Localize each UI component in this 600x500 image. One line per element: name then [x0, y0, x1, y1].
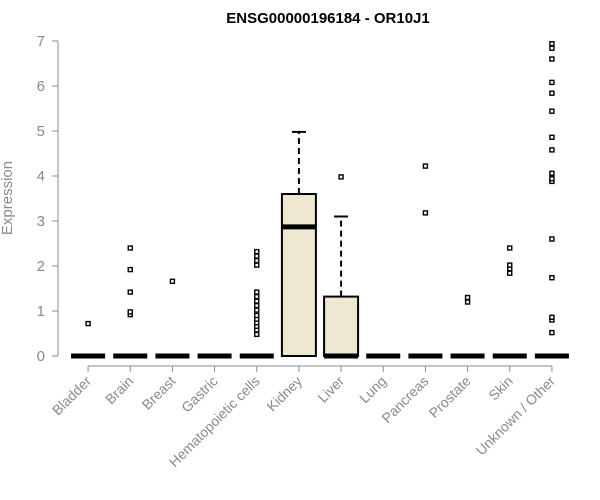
x-tick-label-brain: Brain [102, 373, 136, 407]
outlier-point [422, 163, 429, 169]
outlier-point [254, 331, 260, 338]
box-bladder [71, 320, 106, 359]
box-prostate [450, 294, 485, 359]
outlier-point [254, 312, 260, 319]
outlier-point [127, 289, 133, 295]
outlier-point [507, 245, 513, 251]
outlier-point [549, 314, 555, 320]
x-tick-label-kidney: Kidney [263, 373, 305, 415]
x-tick-label-skin: Skin [485, 373, 516, 404]
outlier-point [464, 294, 471, 301]
outlier-point [507, 270, 513, 276]
y-tick-label: 5 [37, 123, 45, 140]
outlier-point [549, 275, 555, 281]
outlier-point [254, 293, 260, 300]
outlier-point [549, 175, 555, 182]
plot-area [71, 41, 569, 359]
outlier-point [549, 90, 555, 96]
box-body [280, 193, 317, 357]
outlier-point [549, 134, 555, 141]
outlier-point [127, 266, 133, 273]
x-tick-label-prostate: Prostate [426, 373, 474, 421]
outlier-point [549, 147, 555, 153]
outlier-point [549, 79, 555, 86]
outlier-point [549, 45, 555, 51]
x-tick-label-bladder: Bladder [49, 373, 95, 419]
box-liver [323, 174, 360, 359]
x-tick-label-lung: Lung [356, 373, 389, 406]
outlier-point [549, 108, 555, 114]
y-tick-label: 7 [37, 33, 45, 50]
y-tick-label: 3 [37, 213, 45, 230]
outlier-point [549, 236, 555, 242]
outlier-point [127, 309, 133, 315]
outlier-point [254, 262, 260, 268]
y-tick-label: 0 [37, 348, 45, 365]
box-brain [113, 245, 148, 359]
y-tick-label: 6 [37, 78, 45, 95]
chart-title: ENSG00000196184 - OR10J1 [226, 10, 429, 27]
y-tick-label: 1 [37, 303, 45, 320]
box-pancreas [408, 163, 443, 359]
outlier-point [549, 329, 555, 336]
outlier-point [169, 278, 176, 284]
x-tick-label-liver: Liver [314, 373, 347, 406]
outlier-point [254, 248, 260, 255]
outlier-point [549, 41, 555, 47]
y-axis-label: Expression [0, 161, 16, 235]
x-tick-label-unknown-other: Unknown / Other [472, 373, 558, 459]
y-tick-label: 4 [37, 168, 45, 185]
box-unknown-other [534, 41, 569, 359]
box-kidney [280, 130, 317, 357]
outlier-point [464, 299, 471, 305]
outlier-point [127, 245, 133, 251]
y-axis: 0 1 2 3 4 5 6 7 [37, 33, 59, 365]
x-tick-label-breast: Breast [139, 373, 179, 413]
outlier-point [254, 257, 260, 264]
outlier-point [549, 56, 555, 62]
outlier-point [254, 298, 260, 304]
box-hematopoietic-cells [239, 248, 274, 359]
box-body [323, 295, 360, 358]
outlier-point [549, 170, 555, 177]
outlier-point [338, 174, 344, 180]
x-tick-label-pancreas: Pancreas [378, 373, 431, 426]
box-skin [492, 245, 527, 359]
outlier-point [254, 307, 260, 313]
outlier-point [254, 302, 260, 309]
outlier-point [254, 289, 260, 295]
outlier-point [422, 210, 429, 216]
outlier-point [85, 320, 91, 327]
outlier-point [507, 262, 513, 268]
box-breast [155, 278, 190, 359]
outlier-point [254, 253, 260, 259]
y-tick-label: 2 [37, 258, 45, 275]
